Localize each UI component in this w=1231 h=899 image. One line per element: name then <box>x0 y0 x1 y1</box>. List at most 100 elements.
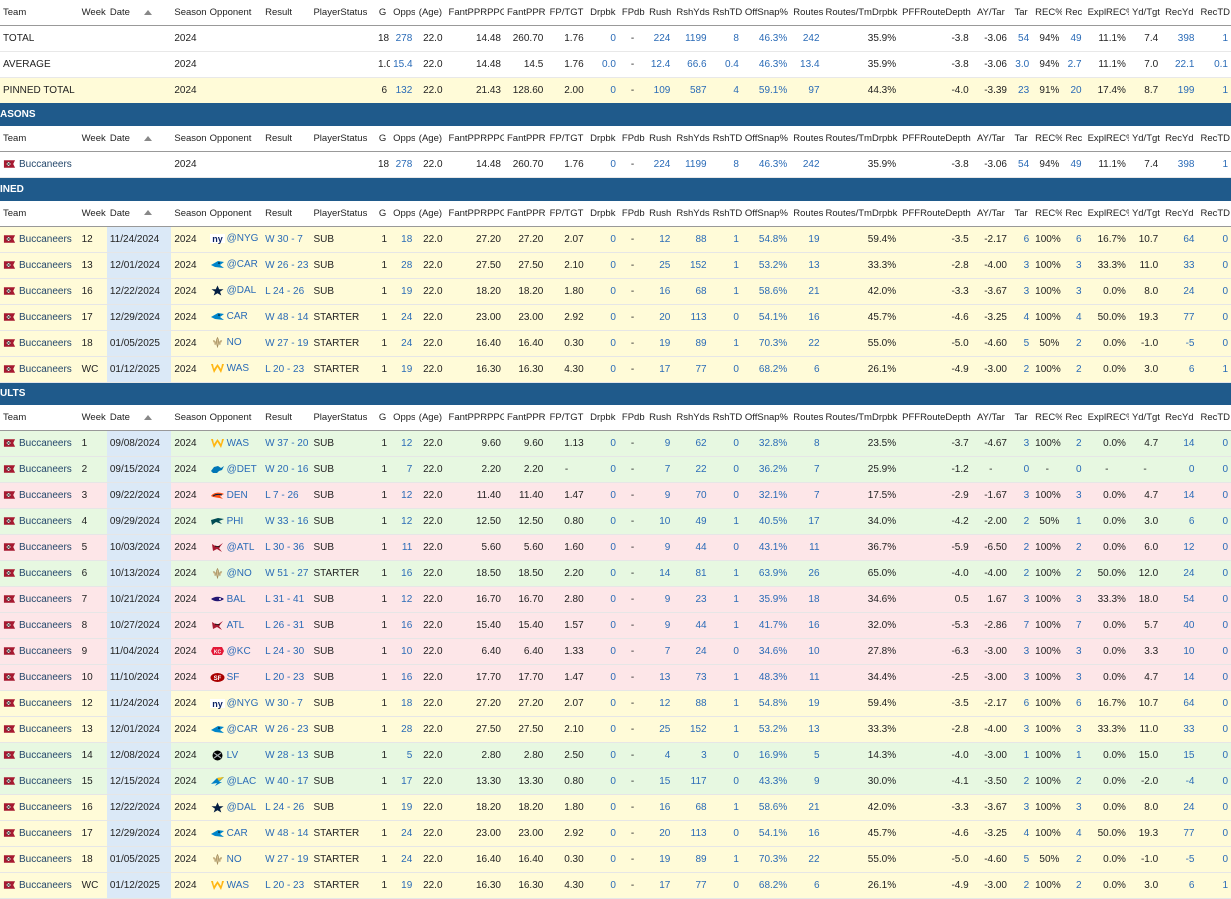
rec-yds[interactable]: 0 <box>1188 464 1195 475</box>
game-result-link[interactable]: W 27 - 19 <box>265 854 309 865</box>
routes[interactable]: 18 <box>808 594 820 605</box>
team-name-link[interactable]: Buccaneers <box>19 776 72 787</box>
rush[interactable]: 7 <box>664 646 671 657</box>
targets[interactable]: 2 <box>1023 542 1030 553</box>
targets[interactable]: 3 <box>1023 594 1030 605</box>
opps[interactable]: 28 <box>401 259 413 271</box>
opps[interactable]: 11 <box>401 542 413 553</box>
rush-td[interactable]: 1 <box>733 516 739 527</box>
column-header-fantppr[interactable]: FantPPR <box>504 200 547 227</box>
opponent-link[interactable]: CAR <box>226 828 248 840</box>
routes[interactable]: 17 <box>808 516 820 527</box>
team-name-link[interactable]: Buccaneers <box>19 516 72 527</box>
rush-yds[interactable]: 587 <box>689 85 707 96</box>
opponent-cell[interactable]: @CAR <box>207 252 262 278</box>
team-cell[interactable]: Buccaneers <box>0 483 79 509</box>
column-header-routes-tmdrpbk[interactable]: Routes/TmDrpbk <box>822 405 900 431</box>
rec-yds[interactable]: 24 <box>1183 285 1195 297</box>
team-name-link[interactable]: Buccaneers <box>19 464 72 475</box>
rec-td[interactable]: 0 <box>1222 568 1228 579</box>
rush-td[interactable]: 1 <box>733 854 739 865</box>
opps[interactable]: 278 <box>390 25 416 52</box>
team-name-link[interactable]: Buccaneers <box>19 337 72 349</box>
column-header-routes[interactable]: Routes <box>790 0 823 26</box>
rec-yds[interactable]: -5 <box>1185 854 1195 865</box>
column-header-rshtd[interactable]: RshTD <box>709 0 742 26</box>
rush-td[interactable]: 1 <box>733 337 739 349</box>
column-header-fantppr[interactable]: FantPPR <box>504 126 547 152</box>
rush[interactable]: 224 <box>646 25 674 52</box>
column-header-team[interactable]: Team <box>0 200 79 227</box>
routes[interactable]: 7 <box>813 490 820 501</box>
rush-yds[interactable]: 89 <box>695 854 707 865</box>
rush-yds[interactable]: 81 <box>695 568 707 579</box>
targets[interactable]: 54 <box>1010 25 1033 52</box>
routes[interactable]: 19 <box>808 233 820 245</box>
off-snap-pct[interactable]: 32.8% <box>758 438 788 449</box>
rec-yds[interactable]: 12 <box>1183 542 1195 553</box>
column-header-recyd[interactable]: RecYd <box>1161 0 1198 26</box>
rush-yds[interactable]: 68 <box>695 285 707 297</box>
game-result-link[interactable]: L 20 - 23 <box>265 672 305 683</box>
column-header-ay-tar[interactable]: AY/Tar <box>971 405 1010 431</box>
rush[interactable]: 17 <box>659 880 671 891</box>
team-cell[interactable]: Buccaneers <box>0 151 172 178</box>
opponent-cell[interactable]: LV <box>207 743 262 769</box>
column-header-date[interactable]: Date <box>106 0 172 26</box>
opponent-cell[interactable]: DEN <box>207 483 262 509</box>
routes[interactable]: 13.4 <box>790 51 823 78</box>
dropbacks[interactable]: 0 <box>610 438 616 449</box>
game-result-link[interactable]: W 33 - 16 <box>265 516 309 527</box>
off-snap-pct[interactable]: 59.1% <box>758 85 788 96</box>
rush-td[interactable]: 1 <box>733 724 739 735</box>
routes[interactable]: 242 <box>790 151 823 178</box>
column-header-yd-tgt[interactable]: Yd/Tgt <box>1128 405 1162 431</box>
targets[interactable]: 3 <box>1023 802 1030 813</box>
rec-yds[interactable]: -5 <box>1185 337 1195 349</box>
column-header-tar[interactable]: Tar <box>1010 126 1033 152</box>
targets[interactable]: 2 <box>1023 568 1030 579</box>
column-header-opps[interactable]: Opps <box>390 405 416 431</box>
team-name-link[interactable]: Buccaneers <box>19 672 72 683</box>
column-header-result[interactable]: Result <box>262 200 311 227</box>
off-snap-pct[interactable]: 68.2% <box>758 880 788 891</box>
dropbacks[interactable]: 0 <box>610 724 616 735</box>
opps[interactable]: 16 <box>401 568 413 579</box>
rush-td[interactable]: 0 <box>733 311 739 323</box>
opponent-cell[interactable]: BAL <box>207 587 262 613</box>
dropbacks[interactable]: 0 <box>610 311 616 323</box>
receptions[interactable]: 20 <box>1070 85 1082 96</box>
team-name-link[interactable]: Buccaneers <box>19 646 72 657</box>
opps[interactable]: 24 <box>401 311 413 323</box>
receptions[interactable]: 7 <box>1076 620 1082 631</box>
rec-td[interactable]: 1 <box>1197 25 1231 52</box>
rush-td[interactable]: 0 <box>733 776 739 787</box>
column-header-explrec-[interactable]: ExplREC% <box>1084 0 1129 26</box>
column-header-rshtd[interactable]: RshTD <box>709 200 742 227</box>
opps[interactable]: 17 <box>401 776 413 787</box>
dropbacks[interactable]: 0 <box>610 542 616 553</box>
column-header-rush[interactable]: Rush <box>646 405 674 431</box>
rush-td[interactable]: 0.4 <box>709 51 742 78</box>
receptions[interactable]: 2 <box>1076 854 1082 865</box>
receptions[interactable]: 6 <box>1076 698 1082 709</box>
rush[interactable]: 224 <box>646 151 674 178</box>
rush[interactable]: 9 <box>664 620 671 631</box>
game-result-link[interactable]: W 26 - 23 <box>265 724 309 735</box>
opponent-link[interactable]: @NYG <box>226 233 259 245</box>
rec-yds[interactable]: -4 <box>1185 776 1195 787</box>
rec-yds[interactable]: 15 <box>1183 750 1195 761</box>
column-header-g[interactable]: G <box>374 405 391 431</box>
game-result-link[interactable]: W 48 - 14 <box>265 311 309 323</box>
off-snap-pct[interactable]: 58.6% <box>758 285 788 297</box>
rec-td[interactable]: 0 <box>1222 646 1228 657</box>
opponent-cell[interactable]: @DAL <box>207 795 262 821</box>
rush-yds[interactable]: 113 <box>690 311 707 323</box>
routes[interactable]: 22 <box>808 337 820 349</box>
rec-yds[interactable]: 77 <box>1183 311 1195 323</box>
column-header-playerstatus[interactable]: PlayerStatus <box>310 200 375 227</box>
column-header-fpdb[interactable]: FPdb <box>618 200 647 227</box>
routes[interactable]: 6 <box>813 880 820 891</box>
game-result-link[interactable]: L 20 - 23 <box>265 363 305 375</box>
off-snap-pct[interactable]: 46.3% <box>741 25 791 52</box>
